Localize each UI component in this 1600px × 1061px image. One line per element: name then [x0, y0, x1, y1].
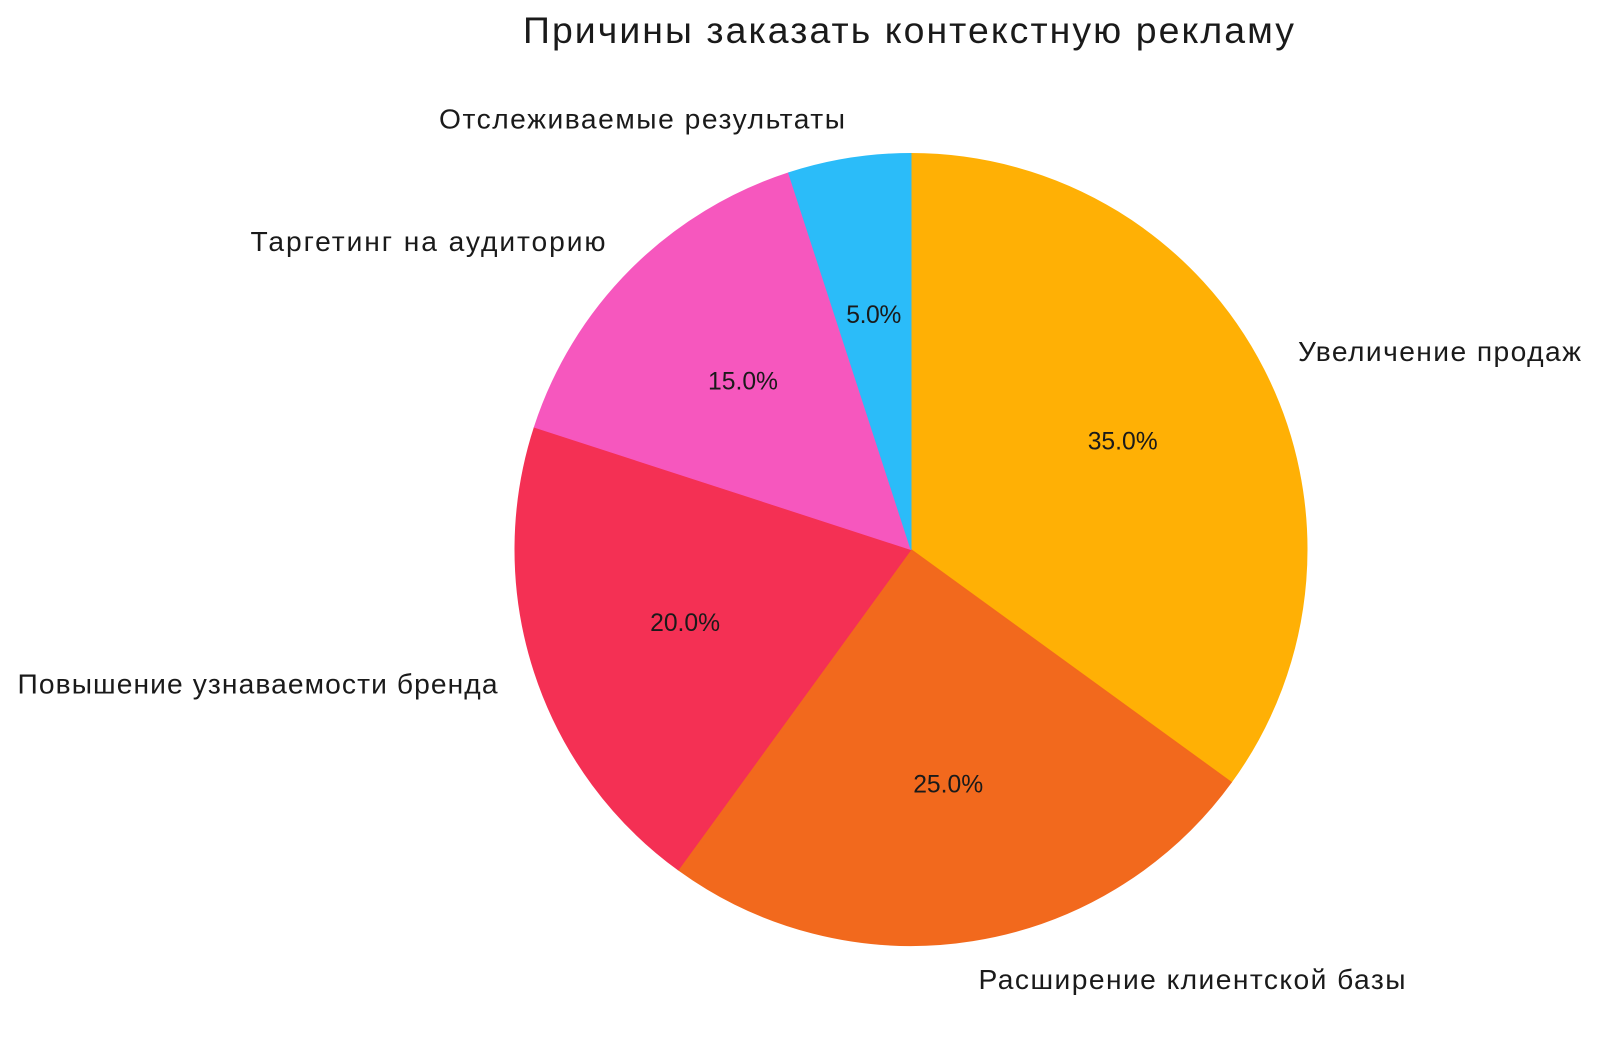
svg-text:Отслеживаемые результаты: Отслеживаемые результаты — [439, 103, 845, 135]
svg-text:Таргетинг на аудиторию: Таргетинг на аудиторию — [251, 225, 606, 257]
svg-text:Причины заказать контекстную р: Причины заказать контекстную рекламу — [523, 9, 1294, 51]
svg-text:35.0%: 35.0% — [1088, 429, 1158, 456]
svg-text:20.0%: 20.0% — [650, 610, 720, 637]
svg-text:15.0%: 15.0% — [708, 369, 778, 396]
svg-text:Повышение узнаваемости бренда: Повышение узнаваемости бренда — [18, 667, 498, 699]
svg-text:Расширение клиентской базы: Расширение клиентской базы — [979, 963, 1406, 995]
svg-text:Увеличение продаж: Увеличение продаж — [1298, 335, 1581, 367]
svg-text:5.0%: 5.0% — [846, 302, 901, 329]
svg-text:25.0%: 25.0% — [913, 771, 983, 798]
